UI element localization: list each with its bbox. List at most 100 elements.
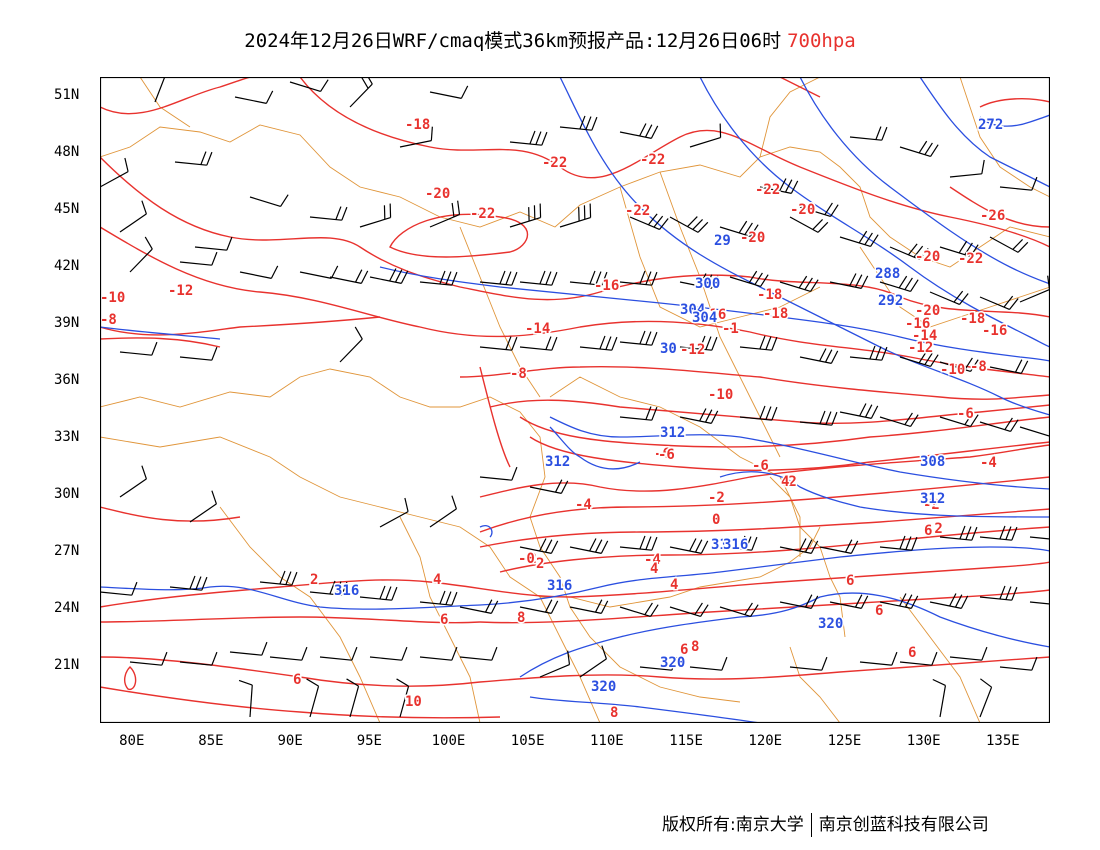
height-label: 308: [920, 454, 945, 470]
wind-barb: [234, 90, 274, 104]
wind-barb: [569, 270, 608, 286]
wind-barb: [689, 123, 722, 148]
wind-barb: [619, 123, 659, 139]
weather-map: -18-22 -22-20-22 -22-20-20-22-26-20 -22-12-…: [100, 77, 1050, 723]
temperature-label: -8: [100, 312, 117, 328]
temperature-label: -22: [625, 203, 650, 219]
wind-barb: [306, 678, 320, 718]
wind-barb: [154, 77, 166, 103]
wind-barb: [359, 585, 398, 601]
wind-barb: [879, 593, 919, 609]
wind-barb: [779, 594, 819, 609]
temperature-label: 6: [680, 642, 688, 658]
temperature-label: -12: [168, 283, 193, 299]
temperature-label: -6: [654, 446, 671, 462]
wind-barb: [989, 359, 1029, 374]
wind-barb: [129, 236, 153, 273]
wind-barb: [100, 157, 129, 188]
wind-barb: [879, 412, 919, 428]
temperature-label: -18: [757, 287, 782, 303]
lon-label: 130E: [906, 733, 941, 749]
lat-label: 39N: [54, 315, 80, 331]
lon-label: 100E: [431, 733, 466, 749]
wind-barb: [459, 599, 499, 614]
wind-barb: [479, 270, 518, 286]
wind-barb: [779, 538, 819, 554]
wind-barb: [194, 236, 233, 251]
temperature-label: 4: [781, 474, 789, 490]
wind-barb: [299, 265, 339, 279]
wind-barb: [629, 213, 669, 231]
lat-label: 51N: [54, 87, 80, 103]
wind-barb: [419, 646, 458, 661]
temperature-label: -10: [100, 290, 125, 306]
wind-barb: [979, 678, 993, 718]
temperature-label: -22: [958, 251, 983, 267]
temperature-label: -4: [920, 493, 937, 509]
height-label: 316: [547, 578, 572, 594]
wind-barb: [1019, 426, 1050, 437]
temperature-label: 6: [908, 645, 916, 661]
wind-barb: [269, 646, 308, 661]
wind-barb: [789, 656, 828, 671]
height-label: 300: [695, 276, 720, 292]
wind-barb: [429, 200, 461, 228]
temperature-label: 2: [536, 556, 544, 572]
temperature-label: -12: [680, 342, 705, 358]
wind-barb: [679, 335, 718, 351]
wind-barb: [579, 335, 618, 351]
height-label: 30: [660, 341, 677, 357]
temperature-label: 6: [846, 573, 854, 589]
wind-barb: [319, 646, 358, 661]
wind-barb: [799, 202, 839, 218]
temperature-label: 8: [517, 610, 525, 626]
temperature-label: -12: [908, 340, 933, 356]
wind-barb: [419, 270, 458, 286]
wind-barb: [619, 330, 658, 346]
wind-barb: [789, 216, 829, 233]
temperature-label: -2: [923, 497, 940, 513]
wind-barb: [579, 645, 607, 678]
wind-barb: [939, 240, 979, 258]
wind-barb: [929, 290, 969, 306]
wind-barb: [979, 417, 1019, 433]
wind-barb: [739, 335, 778, 351]
wind-barb: [899, 350, 939, 368]
wind-barb: [679, 408, 719, 424]
lat-label: 42N: [54, 258, 80, 274]
wind-barb: [369, 646, 408, 661]
wind-barb: [119, 200, 147, 233]
temperature-label: -14: [912, 328, 937, 344]
geopotential-height-contours: [100, 77, 1050, 723]
wind-barb: [174, 151, 213, 166]
wind-barb: [729, 270, 769, 288]
temperature-label: -20: [915, 303, 940, 319]
wind-barb: [859, 651, 898, 666]
lat-label: 48N: [54, 144, 80, 160]
temperature-label: -6: [957, 406, 974, 422]
temperature-label: -14: [525, 321, 550, 337]
height-label: 304: [680, 302, 705, 318]
wind-barb: [759, 178, 799, 194]
wind-barb: [939, 357, 979, 373]
footer: 版权所有:南京大学 南京创蓝科技有限公司: [662, 810, 989, 837]
temperature-label: -16: [982, 323, 1007, 339]
temperature-label: -4: [575, 497, 592, 513]
temperature-label: -2: [708, 490, 725, 506]
wind-barb: [229, 641, 268, 656]
wind-barb: [829, 594, 869, 609]
lon-label: 120E: [748, 733, 783, 749]
wind-barb: [879, 535, 918, 551]
temperature-label: -2: [780, 474, 797, 490]
wind-barb: [309, 580, 348, 596]
height-label: 31: [711, 537, 728, 553]
wind-barb: [569, 538, 609, 554]
wind-barb: [539, 650, 571, 678]
wind-barb: [669, 538, 709, 554]
wind-barb: [569, 599, 609, 614]
wind-barb: [849, 345, 888, 361]
wind-barb: [999, 656, 1038, 671]
wind-barb: [238, 679, 253, 718]
wind-barb: [359, 203, 392, 228]
temperature-label: 4: [670, 577, 678, 593]
